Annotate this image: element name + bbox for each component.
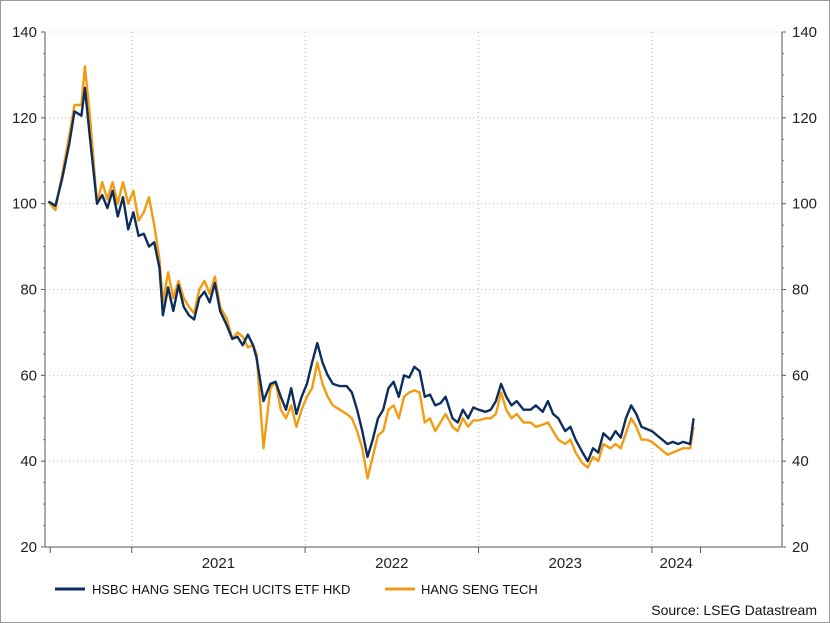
x-tick-label: 2024 xyxy=(660,555,693,572)
y-tick-label-right: 40 xyxy=(792,453,809,470)
y-tick-label-right: 20 xyxy=(792,539,809,556)
y-tick-label-right: 80 xyxy=(792,282,809,299)
series-line-index xyxy=(47,65,695,480)
series-line-etf xyxy=(47,86,695,463)
y-tick-label-right: 120 xyxy=(792,110,817,127)
legend: HSBC HANG SENG TECH UCITS ETF HKD HANG S… xyxy=(55,582,538,597)
x-tick-label: 2023 xyxy=(549,555,582,572)
gridlines xyxy=(45,31,782,547)
legend-label-index: HANG SENG TECH xyxy=(421,582,538,597)
y-tick-label-right: 100 xyxy=(792,196,817,213)
legend-label-etf: HSBC HANG SENG TECH UCITS ETF HKD xyxy=(92,582,350,597)
x-tick-label: 2021 xyxy=(202,555,235,572)
right-y-axis-ticks: 20 40 60 80 100 120 140 xyxy=(782,24,817,556)
y-tick-label-left: 120 xyxy=(12,110,37,127)
y-tick-label-right: 140 xyxy=(792,24,817,41)
series-lines xyxy=(47,65,695,480)
x-axis-ticks: 2021 2022 2023 2024 xyxy=(49,547,701,572)
y-tick-label-left: 20 xyxy=(20,539,37,556)
y-tick-label-left: 80 xyxy=(20,282,37,299)
source-note: Source: LSEG Datastream xyxy=(651,602,817,618)
left-y-axis-ticks: 20 40 60 80 100 120 140 xyxy=(12,24,45,556)
y-tick-label-left: 140 xyxy=(12,24,37,41)
x-tick-label: 2022 xyxy=(375,555,408,572)
y-tick-label-left: 40 xyxy=(20,453,37,470)
y-tick-label-right: 60 xyxy=(792,367,809,384)
y-tick-label-left: 100 xyxy=(12,196,37,213)
y-tick-label-left: 60 xyxy=(20,367,37,384)
